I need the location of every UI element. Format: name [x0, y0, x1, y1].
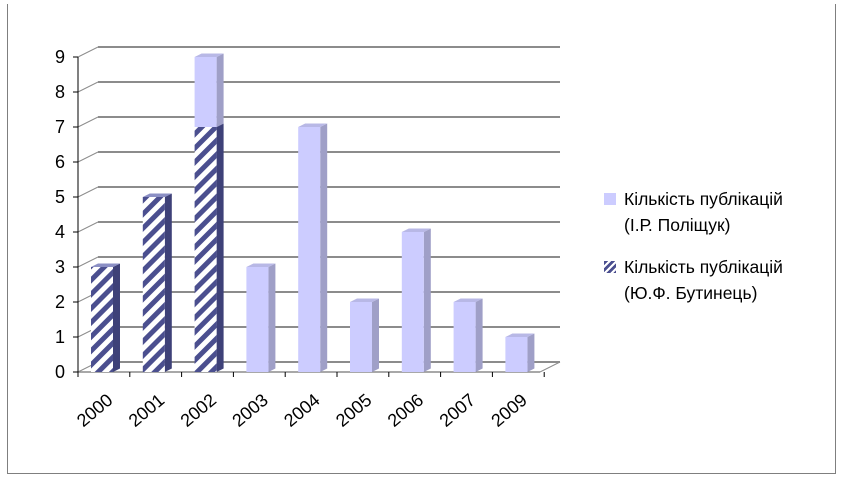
- x-tick-label: 2009: [487, 390, 531, 431]
- gridline-side: [77, 81, 99, 93]
- gridline-side: [77, 151, 99, 163]
- legend-item-polishchuk: Кількість публікацій (І.Р. Поліщук): [596, 186, 841, 238]
- legend-label-butynets: Кількість публікацій (Ю.Ф. Бутинець): [624, 257, 783, 303]
- bar-2002-s0: [194, 127, 217, 372]
- bar-2005-s1: [350, 302, 372, 372]
- x-tick-label: 2003: [228, 390, 272, 431]
- bar-side-2006-s1: [423, 228, 431, 372]
- gridline-side: [77, 221, 99, 233]
- floor-side: [539, 361, 561, 373]
- y-tick-label: 7: [55, 117, 65, 137]
- bars-layer: [91, 53, 535, 372]
- bar-top-2000-s0: [91, 263, 120, 267]
- bar-top-2003-s1: [246, 263, 276, 267]
- bar-side-2005-s1: [372, 298, 379, 372]
- legend-swatch-butynets: [604, 261, 616, 273]
- bar-side-2000-s0: [113, 263, 120, 372]
- legend: Кількість публікацій (І.Р. Поліщук) Кіль…: [596, 186, 841, 322]
- y-tick-label: 9: [55, 47, 65, 67]
- bar-top-2004-s1: [298, 123, 328, 127]
- bar-2009-s1: [505, 337, 528, 372]
- legend-swatch-polishchuk: [604, 193, 616, 205]
- y-tick-label: 5: [55, 187, 65, 207]
- x-tick-label: 2005: [332, 390, 376, 431]
- x-tick-label: 2002: [177, 390, 221, 431]
- bar-side-2002-s1: [216, 53, 224, 127]
- bar-side-2007-s1: [475, 298, 483, 372]
- y-tick-label: 3: [55, 257, 65, 277]
- y-tick-label: 0: [55, 362, 65, 382]
- x-tick-label: 2007: [436, 390, 480, 431]
- y-tick-label: 8: [55, 82, 65, 102]
- bar-side-2002-s0: [216, 123, 224, 372]
- bar-2001-s0: [142, 197, 165, 372]
- bar-top-2009-s1: [505, 333, 535, 337]
- x-tick-label: 2001: [125, 390, 169, 431]
- legend-item-butynets: Кількість публікацій (Ю.Ф. Бутинець): [596, 254, 841, 306]
- gridline-side: [77, 46, 99, 58]
- gridline-side: [77, 256, 99, 268]
- bar-top-2005-s1: [350, 298, 379, 302]
- gridline-side: [77, 116, 99, 128]
- gridline-side: [77, 186, 99, 198]
- bar-top-2007-s1: [453, 298, 483, 302]
- x-tick-label: 2006: [384, 390, 428, 431]
- y-tick-label: 1: [55, 327, 65, 347]
- bar-2007-s1: [453, 302, 476, 372]
- bar-side-2004-s1: [320, 123, 328, 372]
- bar-side-2001-s0: [164, 193, 172, 372]
- y-tick-label: 6: [55, 152, 65, 172]
- bar-2006-s1: [401, 232, 424, 372]
- x-tick-label: 2000: [73, 390, 117, 431]
- bar-2000-s0: [91, 267, 113, 372]
- bar-top-2001-s0: [142, 193, 172, 197]
- bar-2002-s1: [194, 57, 217, 127]
- bar-side-2003-s1: [268, 263, 276, 372]
- bar-side-2009-s1: [527, 333, 535, 372]
- legend-label-polishchuk: Кількість публікацій (І.Р. Поліщук): [624, 189, 783, 235]
- y-tick-label: 4: [55, 222, 65, 242]
- x-tick-label: 2004: [280, 390, 324, 431]
- bar-2003-s1: [246, 267, 269, 372]
- bar-top-2006-s1: [401, 228, 431, 232]
- bar-2004-s1: [298, 127, 321, 372]
- bar-top-2002-s1: [194, 53, 224, 57]
- y-tick-label: 2: [55, 292, 65, 312]
